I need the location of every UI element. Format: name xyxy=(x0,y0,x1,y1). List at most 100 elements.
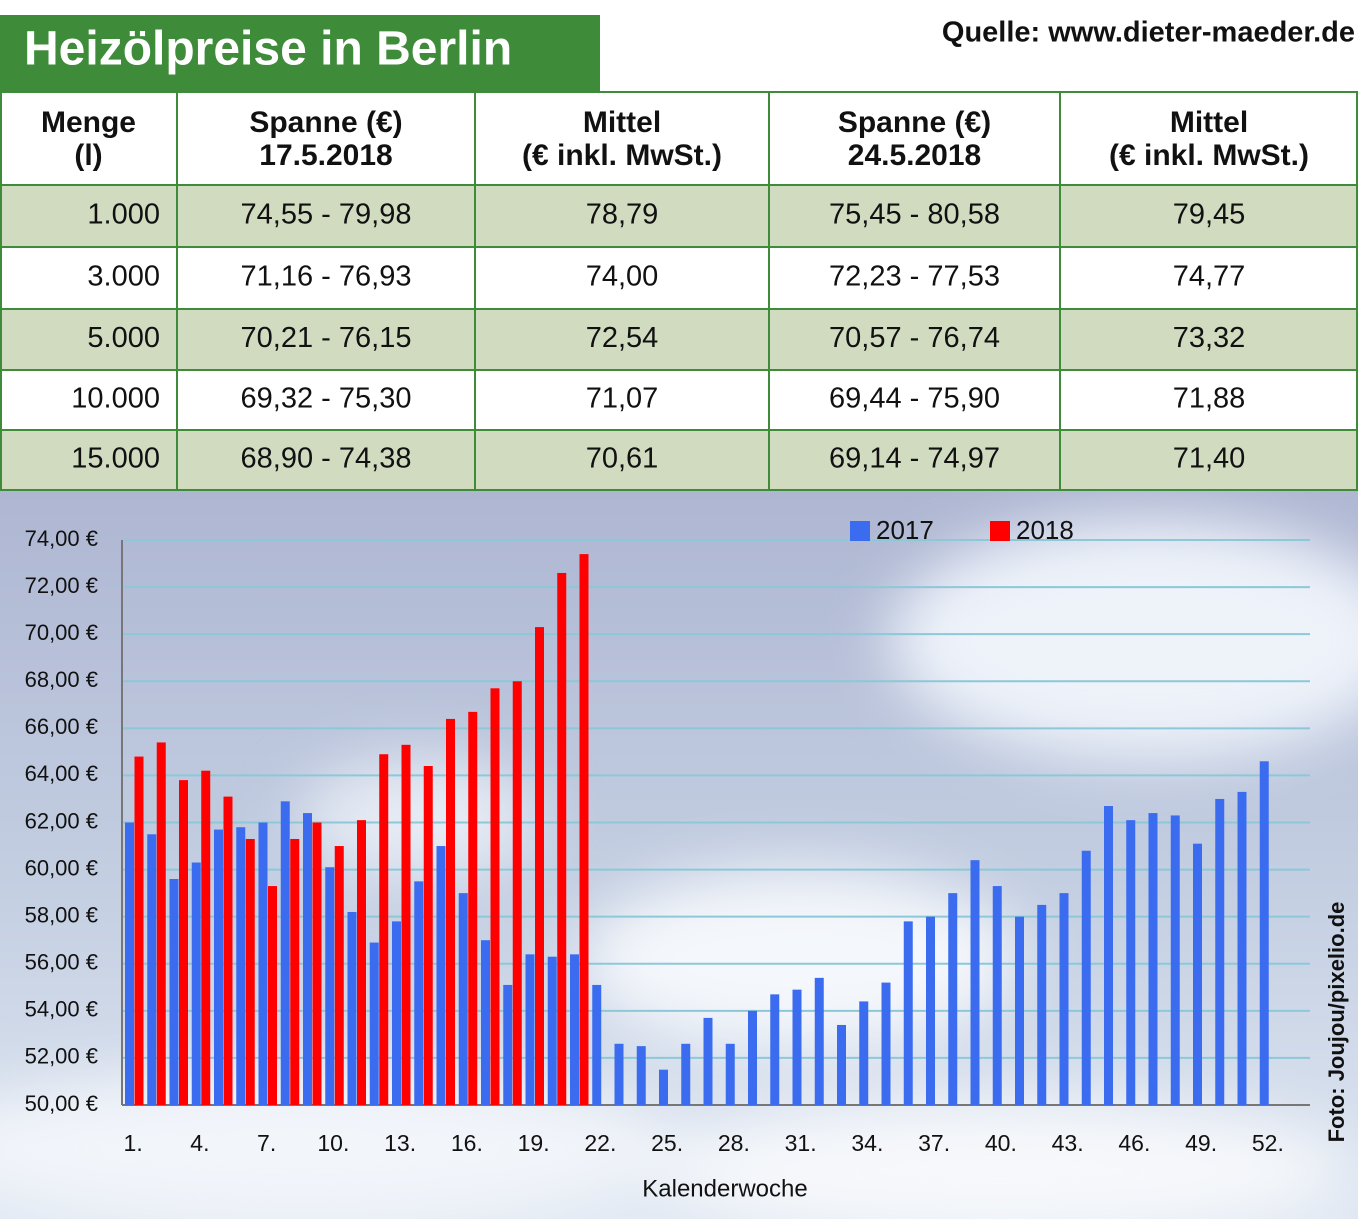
bar xyxy=(681,1043,691,1105)
bar xyxy=(970,860,980,1105)
bar xyxy=(837,1024,846,1105)
table-cell: 72,23 - 77,53 xyxy=(829,261,1000,293)
bar xyxy=(125,822,134,1105)
x-tick-label: 4. xyxy=(190,1130,209,1156)
table-cell: 69,14 - 74,97 xyxy=(829,443,1000,475)
bar xyxy=(503,984,513,1105)
bar xyxy=(191,862,201,1105)
x-tick-label: 10. xyxy=(317,1130,349,1156)
legend-swatch xyxy=(990,521,1010,541)
bar xyxy=(436,846,446,1105)
bar xyxy=(334,846,344,1105)
table-cell: 3.000 xyxy=(87,261,160,293)
bar xyxy=(423,766,433,1105)
header-cell: Mittel xyxy=(583,106,661,139)
bar xyxy=(659,1069,668,1105)
table-cell: 75,45 - 80,58 xyxy=(829,199,1000,231)
header-cell: (€ inkl. MwSt.) xyxy=(522,139,722,172)
table-row xyxy=(0,309,1358,370)
bar xyxy=(1126,820,1136,1105)
title: Heizölpreise in Berlin xyxy=(24,23,512,76)
header-cell: (l) xyxy=(74,139,102,172)
bar xyxy=(156,742,166,1105)
bar xyxy=(134,756,144,1105)
bar xyxy=(859,1001,869,1105)
x-tick-label: 7. xyxy=(257,1130,276,1156)
table-cell: 74,55 - 79,98 xyxy=(241,199,412,231)
bar xyxy=(325,867,335,1105)
bar xyxy=(1193,843,1202,1105)
x-tick-label: 49. xyxy=(1185,1130,1217,1156)
bar xyxy=(525,954,535,1105)
table-cell: 73,32 xyxy=(1173,322,1246,354)
bar xyxy=(401,744,411,1105)
x-tick-label: 1. xyxy=(124,1130,143,1156)
table-cell: 71,88 xyxy=(1173,383,1246,415)
y-tick-label: 54,00 € xyxy=(25,997,98,1022)
x-tick-label: 13. xyxy=(384,1130,416,1156)
y-tick-label: 60,00 € xyxy=(25,855,98,880)
table-cell: 71,07 xyxy=(586,383,659,415)
bar xyxy=(881,982,891,1105)
bar xyxy=(290,838,300,1105)
table-cell: 10.000 xyxy=(71,383,160,415)
bar xyxy=(369,942,379,1105)
bar xyxy=(1148,813,1158,1105)
header-cell: Spanne (€) xyxy=(838,106,991,139)
table-cell: 71,40 xyxy=(1173,443,1246,475)
bar xyxy=(579,554,589,1105)
bar xyxy=(1037,904,1047,1105)
y-tick-label: 70,00 € xyxy=(25,620,98,645)
x-tick-label: 37. xyxy=(918,1130,950,1156)
header-cell: 24.5.2018 xyxy=(848,139,981,172)
bar xyxy=(926,916,935,1105)
bar xyxy=(245,838,255,1105)
bar xyxy=(748,1010,757,1105)
legend-label: 2017 xyxy=(876,515,934,545)
header-cell: Spanne (€) xyxy=(249,106,402,139)
bar xyxy=(1259,761,1269,1105)
x-tick-label: 52. xyxy=(1252,1130,1284,1156)
bar xyxy=(814,977,824,1105)
bar xyxy=(1015,916,1024,1105)
y-tick-label: 50,00 € xyxy=(25,1091,98,1116)
y-tick-label: 68,00 € xyxy=(25,667,98,692)
legend-swatch xyxy=(850,521,870,541)
table-cell: 70,21 - 76,15 xyxy=(241,322,412,354)
bar xyxy=(258,822,268,1105)
bar xyxy=(414,881,424,1105)
table-cell: 71,16 - 76,93 xyxy=(241,261,412,293)
table-cell: 69,44 - 75,90 xyxy=(829,383,1000,415)
bar xyxy=(903,921,913,1105)
bar xyxy=(1059,893,1069,1105)
table-cell: 74,77 xyxy=(1173,261,1246,293)
bar xyxy=(725,1043,735,1105)
bar xyxy=(992,886,1002,1105)
chart: 50,00 € 52,00 € 54,00 € 56,00 € 58,00 € 60,00… xyxy=(25,515,1349,1202)
bar xyxy=(1104,806,1113,1105)
table-row xyxy=(0,185,1358,247)
table-cell: 5.000 xyxy=(87,322,160,354)
table-row xyxy=(0,370,1358,430)
header-cell: Mittel xyxy=(1170,106,1248,139)
x-tick-label: 34. xyxy=(851,1130,883,1156)
table-cell: 70,57 - 76,74 xyxy=(829,322,1000,354)
bar xyxy=(1081,850,1091,1105)
x-tick-label: 19. xyxy=(518,1130,550,1156)
bar xyxy=(770,994,780,1105)
bar xyxy=(636,1046,646,1105)
table-cell: 78,79 xyxy=(586,199,659,231)
bar xyxy=(347,911,357,1105)
bar xyxy=(1237,791,1247,1105)
table-cell: 69,32 - 75,30 xyxy=(241,383,412,415)
bar xyxy=(1170,815,1180,1105)
x-tick-label: 40. xyxy=(985,1130,1017,1156)
bar xyxy=(792,989,802,1105)
table-row xyxy=(0,430,1358,490)
table-cell: 70,61 xyxy=(586,443,659,475)
photo-credit: Foto: Joujou/pixelio.de xyxy=(1324,902,1349,1143)
x-tick-label: 25. xyxy=(651,1130,683,1156)
table-cell: 72,54 xyxy=(586,322,659,354)
table-row xyxy=(0,247,1358,309)
